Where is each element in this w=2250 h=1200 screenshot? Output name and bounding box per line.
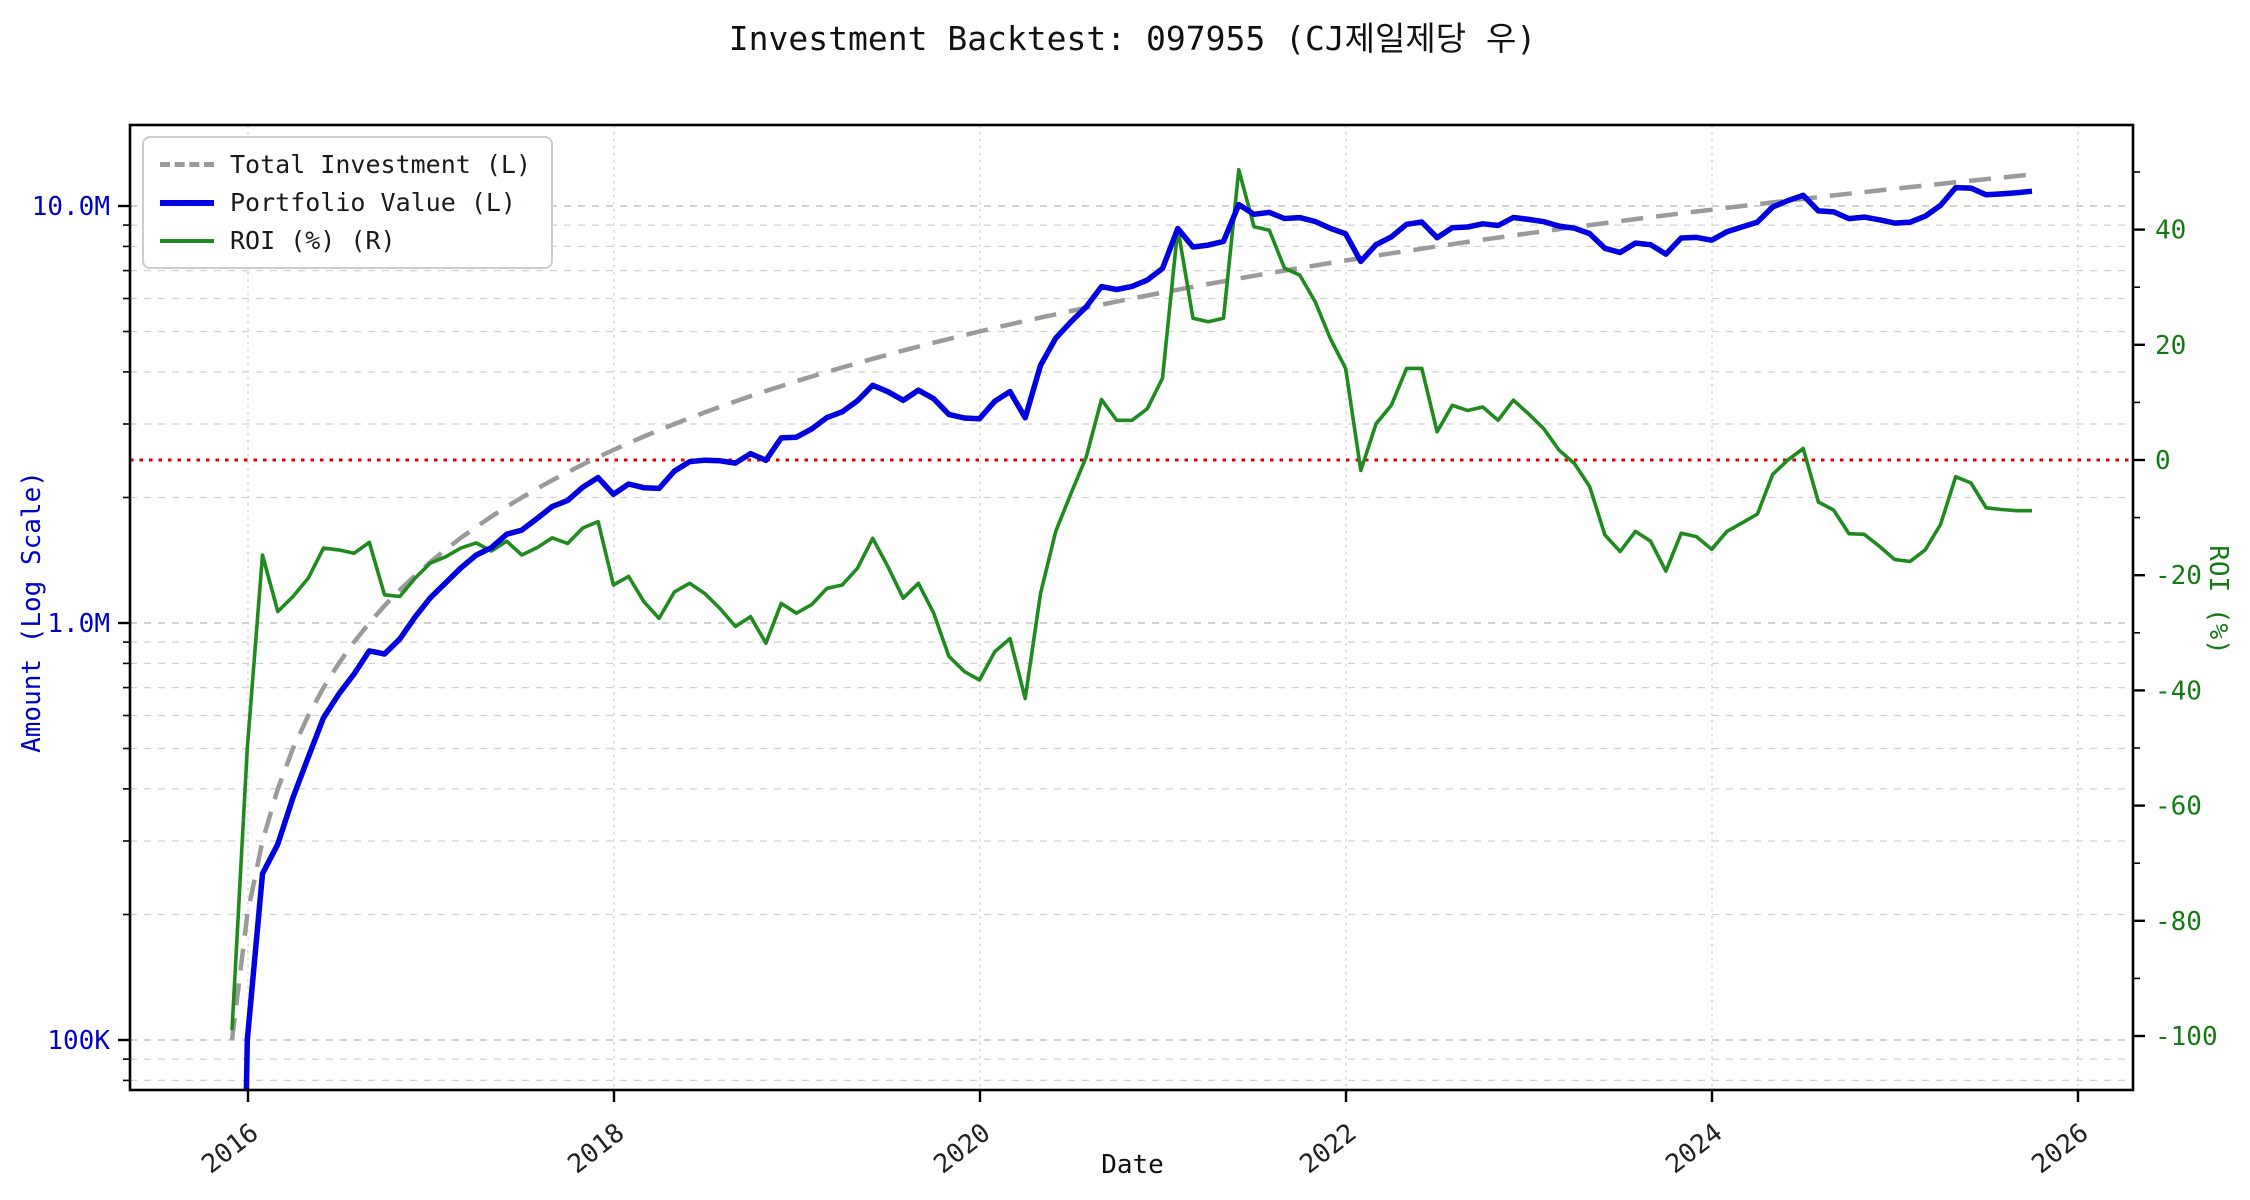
y-axis-left-ticks: 10.0M 1.0M 100K [32,192,130,1082]
y-axis-label-right: ROI (%) [2203,545,2233,655]
svg-text:-80: -80 [2155,907,2202,937]
svg-text:-60: -60 [2155,792,2202,822]
legend-label: Total Investment (L) [230,150,532,179]
svg-text:40: 40 [2155,216,2186,246]
svg-text:20: 20 [2155,331,2186,361]
legend-label: ROI (%) (R) [230,226,396,255]
svg-text:0: 0 [2155,446,2171,476]
portfolio-value-line [243,184,2033,1090]
total-investment-line [229,172,2033,1041]
legend-label: Portfolio Value (L) [230,188,516,217]
solid-blue-line-swatch-icon [160,199,214,206]
solid-green-line-swatch-icon [160,238,214,243]
y-axis-right-ticks: 40 20 0 -20 -40 -60 -80 -100 [2133,171,2218,1052]
svg-text:10.0M: 10.0M [32,192,110,222]
gridlines [130,125,2133,1090]
dashed-line-swatch-icon [160,162,214,167]
svg-text:100K: 100K [47,1026,110,1056]
legend-item-total-investment: Total Investment (L) [160,150,531,179]
legend: Total Investment (L) Portfolio Value (L)… [142,136,554,269]
svg-text:-40: -40 [2155,676,2202,706]
roi-line [230,167,2032,1031]
svg-text:-100: -100 [2155,1022,2218,1052]
svg-text:-20: -20 [2155,561,2202,591]
svg-text:1.0M: 1.0M [47,609,110,639]
axes-spines [128,123,2135,1092]
y-axis-label-left: Amount (Log Scale) [17,471,47,753]
legend-item-roi: ROI (%) (R) [160,226,531,255]
x-axis-label: Date [1101,1150,1164,1180]
chart-title: Investment Backtest: 097955 (CJ제일제당 우) [728,19,1537,58]
legend-item-portfolio-value: Portfolio Value (L) [160,188,531,217]
